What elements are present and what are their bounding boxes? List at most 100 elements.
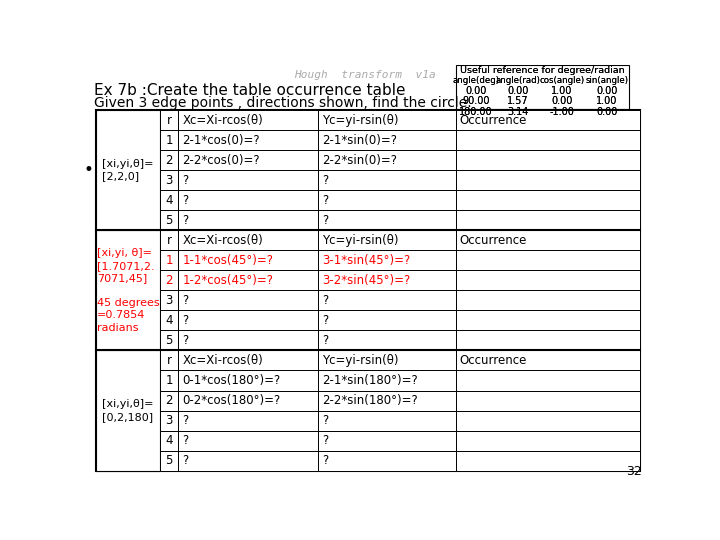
Text: 0.00: 0.00 xyxy=(596,85,618,96)
Bar xyxy=(160,370,179,390)
Text: ?: ? xyxy=(182,174,189,187)
Bar xyxy=(318,170,456,190)
Text: 2-1*sin(0)=?: 2-1*sin(0)=? xyxy=(322,134,397,147)
Text: Useful reference for degree/radian: Useful reference for degree/radian xyxy=(460,65,625,75)
Text: cos(angle): cos(angle) xyxy=(539,76,585,85)
Text: 2: 2 xyxy=(166,394,173,407)
Text: 0.00: 0.00 xyxy=(465,85,487,96)
Bar xyxy=(456,231,640,251)
Bar xyxy=(160,330,179,350)
Bar xyxy=(456,350,640,370)
Text: 180.00: 180.00 xyxy=(459,107,492,117)
Bar xyxy=(456,271,640,291)
Bar xyxy=(179,110,318,130)
Text: 2-2*sin(180°)=?: 2-2*sin(180°)=? xyxy=(322,394,418,407)
Text: angle(deg): angle(deg) xyxy=(452,76,500,85)
Text: -1.00: -1.00 xyxy=(549,107,575,117)
Text: 2-1*sin(180°)=?: 2-1*sin(180°)=? xyxy=(322,374,418,387)
Text: 0.00: 0.00 xyxy=(596,85,618,96)
Bar xyxy=(318,310,456,330)
Text: ?: ? xyxy=(182,434,189,447)
Bar xyxy=(456,370,640,390)
Bar xyxy=(160,271,179,291)
Text: ?: ? xyxy=(322,434,328,447)
Bar xyxy=(456,170,640,190)
Bar xyxy=(179,170,318,190)
Text: 5: 5 xyxy=(166,454,173,467)
Text: Xc=Xi-rcos(θ): Xc=Xi-rcos(θ) xyxy=(182,234,263,247)
Text: Ex 7b :Create the table occurrence table: Ex 7b :Create the table occurrence table xyxy=(94,83,405,98)
Text: angle(rad): angle(rad) xyxy=(495,76,540,85)
Bar xyxy=(179,430,318,450)
Text: 0.00: 0.00 xyxy=(596,107,618,117)
Bar xyxy=(160,170,179,190)
Bar xyxy=(318,231,456,251)
Bar xyxy=(318,350,456,370)
Bar xyxy=(160,231,179,251)
Text: Occurrence: Occurrence xyxy=(459,354,527,367)
Text: 3-2*sin(45°)=?: 3-2*sin(45°)=? xyxy=(322,274,410,287)
Text: 2-1*cos(0)=?: 2-1*cos(0)=? xyxy=(182,134,260,147)
Text: 5: 5 xyxy=(166,214,173,227)
Text: ?: ? xyxy=(182,294,189,307)
Text: 1-1*cos(45°)=?: 1-1*cos(45°)=? xyxy=(182,254,273,267)
Bar xyxy=(318,291,456,310)
Text: ?: ? xyxy=(322,174,328,187)
Bar xyxy=(318,110,456,130)
Text: 3.14: 3.14 xyxy=(507,107,528,117)
Bar xyxy=(456,251,640,271)
Text: 2-2*sin(0)=?: 2-2*sin(0)=? xyxy=(322,154,397,167)
Bar xyxy=(456,211,640,231)
Bar xyxy=(179,390,318,410)
Bar xyxy=(179,251,318,271)
Text: r: r xyxy=(166,234,171,247)
Text: Yc=yi-rsin(θ): Yc=yi-rsin(θ) xyxy=(322,354,398,367)
Text: ?: ? xyxy=(322,194,328,207)
Text: Useful reference for degree/radian: Useful reference for degree/radian xyxy=(460,65,625,75)
Bar xyxy=(456,450,640,470)
Bar xyxy=(318,211,456,231)
Bar xyxy=(96,350,160,470)
Bar xyxy=(96,110,640,470)
Bar xyxy=(456,291,640,310)
Bar xyxy=(318,390,456,410)
Bar xyxy=(318,271,456,291)
Bar xyxy=(160,410,179,430)
Text: 1: 1 xyxy=(166,254,173,267)
Bar xyxy=(160,110,179,130)
Text: 4: 4 xyxy=(166,194,173,207)
Text: 0.00: 0.00 xyxy=(552,96,572,106)
Text: 3: 3 xyxy=(166,174,173,187)
Text: 4: 4 xyxy=(166,314,173,327)
Bar xyxy=(160,310,179,330)
Text: r: r xyxy=(166,354,171,367)
Text: Yc=yi-rsin(θ): Yc=yi-rsin(θ) xyxy=(322,234,398,247)
Text: 1.57: 1.57 xyxy=(507,96,528,106)
Bar xyxy=(179,190,318,211)
Bar xyxy=(160,251,179,271)
Bar xyxy=(456,190,640,211)
Text: [xi,yi,θ]=
[0,2,180]: [xi,yi,θ]= [0,2,180] xyxy=(102,400,154,422)
Bar xyxy=(456,310,640,330)
Bar xyxy=(160,390,179,410)
Text: 1.00: 1.00 xyxy=(596,96,618,106)
Bar xyxy=(456,130,640,150)
Bar xyxy=(179,330,318,350)
Text: 2-2*cos(0)=?: 2-2*cos(0)=? xyxy=(182,154,260,167)
Text: ?: ? xyxy=(322,454,328,467)
Bar xyxy=(160,190,179,211)
Text: sin(angle): sin(angle) xyxy=(585,76,629,85)
Text: Xc=Xi-rcos(θ): Xc=Xi-rcos(θ) xyxy=(182,114,263,127)
Text: Given 3 edge points , directions shown, find the circle.: Given 3 edge points , directions shown, … xyxy=(94,96,472,110)
Bar xyxy=(456,330,640,350)
Text: •: • xyxy=(84,161,94,179)
Text: ?: ? xyxy=(182,414,189,427)
Text: 3-1*sin(45°)=?: 3-1*sin(45°)=? xyxy=(322,254,410,267)
Text: 0.00: 0.00 xyxy=(465,85,487,96)
Text: 0-2*cos(180°)=?: 0-2*cos(180°)=? xyxy=(182,394,281,407)
Text: 2: 2 xyxy=(166,274,173,287)
Bar xyxy=(160,291,179,310)
Bar xyxy=(179,271,318,291)
Text: r: r xyxy=(166,114,171,127)
Text: 32: 32 xyxy=(626,464,642,477)
